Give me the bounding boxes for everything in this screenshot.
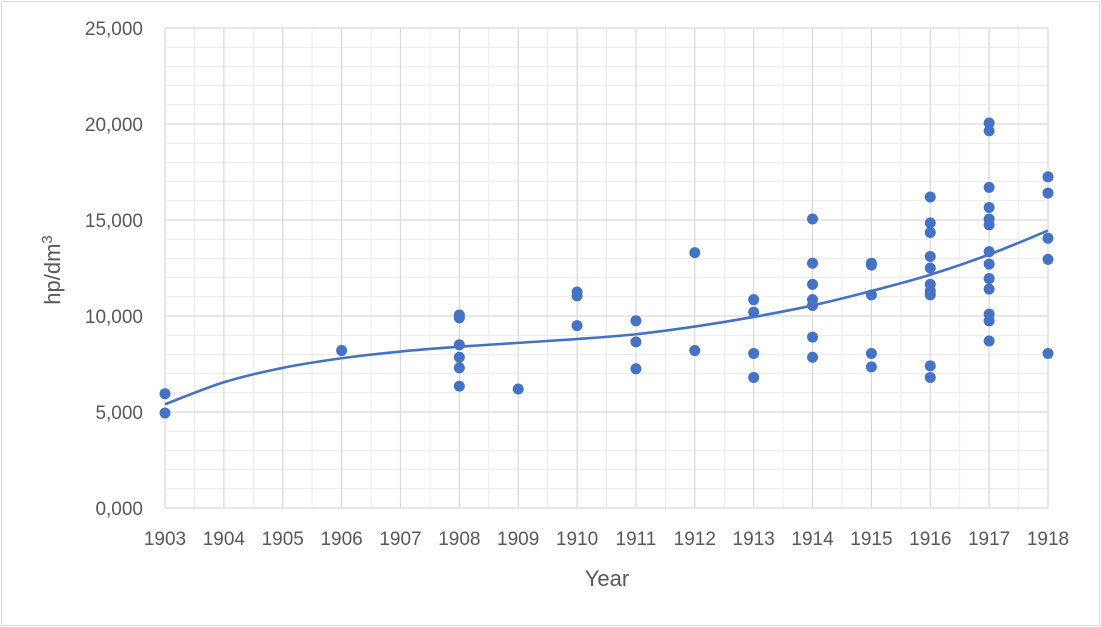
x-tick-label: 1906 bbox=[320, 529, 362, 550]
data-point bbox=[453, 339, 465, 351]
data-point bbox=[924, 371, 936, 383]
x-tick-label: 1907 bbox=[379, 529, 421, 550]
x-tick-label: 1905 bbox=[262, 529, 304, 550]
data-point bbox=[571, 290, 583, 302]
data-point bbox=[865, 259, 877, 271]
y-axis-title-main: hp/dm bbox=[40, 244, 65, 305]
y-tick-label: 25,000 bbox=[85, 19, 143, 40]
x-tick-label: 1915 bbox=[850, 529, 892, 550]
data-point bbox=[630, 315, 642, 327]
y-axis-ticks: 0,000 5,000 10,000 15,000 20,000 25,000 bbox=[85, 19, 143, 520]
y-axis-title-superscript: 3 bbox=[39, 235, 56, 243]
data-point bbox=[807, 213, 819, 225]
data-point bbox=[748, 306, 760, 318]
data-point bbox=[983, 315, 995, 327]
x-tick-label: 1914 bbox=[791, 529, 834, 550]
data-point bbox=[1042, 171, 1054, 183]
data-point bbox=[924, 250, 936, 262]
data-point bbox=[159, 407, 171, 419]
y-tick-label: 15,000 bbox=[85, 211, 143, 232]
x-tick-label: 1904 bbox=[203, 529, 246, 550]
data-point bbox=[453, 351, 465, 363]
data-point bbox=[983, 219, 995, 231]
data-point bbox=[1042, 253, 1054, 265]
x-tick-label: 1903 bbox=[144, 529, 186, 550]
data-point bbox=[865, 347, 877, 359]
y-tick-label: 5,000 bbox=[95, 403, 143, 424]
data-point bbox=[807, 299, 819, 311]
data-point bbox=[983, 258, 995, 270]
data-point bbox=[807, 351, 819, 363]
data-point bbox=[983, 202, 995, 214]
data-point bbox=[453, 312, 465, 324]
data-point bbox=[1042, 187, 1054, 199]
data-point bbox=[983, 181, 995, 193]
data-point bbox=[924, 360, 936, 372]
data-point bbox=[453, 362, 465, 374]
x-tick-label: 1912 bbox=[674, 529, 716, 550]
data-point bbox=[689, 247, 701, 259]
x-tick-label: 1918 bbox=[1027, 529, 1069, 550]
data-point bbox=[630, 336, 642, 348]
data-point bbox=[924, 191, 936, 203]
data-point bbox=[748, 371, 760, 383]
data-point bbox=[807, 278, 819, 290]
y-tick-label: 10,000 bbox=[85, 307, 143, 328]
data-point bbox=[983, 246, 995, 258]
data-point bbox=[924, 226, 936, 238]
data-point bbox=[571, 320, 583, 332]
trendline bbox=[164, 229, 1049, 406]
data-point bbox=[689, 345, 701, 357]
data-points bbox=[159, 117, 1054, 419]
data-point bbox=[807, 257, 819, 269]
data-point bbox=[983, 273, 995, 285]
gridlines bbox=[164, 27, 1049, 509]
data-point bbox=[807, 331, 819, 343]
data-point bbox=[453, 380, 465, 392]
data-point bbox=[512, 383, 524, 395]
data-point bbox=[1042, 232, 1054, 244]
data-point bbox=[159, 388, 171, 400]
y-tick-label: 20,000 bbox=[85, 115, 143, 136]
x-tick-label: 1917 bbox=[968, 529, 1010, 550]
data-point bbox=[924, 262, 936, 274]
data-point bbox=[630, 363, 642, 375]
x-tick-label: 1909 bbox=[497, 529, 539, 550]
data-point bbox=[748, 294, 760, 306]
x-tick-label: 1910 bbox=[556, 529, 598, 550]
x-tick-label: 1916 bbox=[909, 529, 951, 550]
data-point bbox=[865, 289, 877, 301]
y-tick-label: 0,000 bbox=[95, 499, 143, 520]
data-point bbox=[983, 117, 995, 129]
x-tick-label: 1913 bbox=[733, 529, 775, 550]
data-point bbox=[924, 217, 936, 229]
y-axis-title: hp/dm3 bbox=[39, 235, 65, 305]
data-point bbox=[983, 335, 995, 347]
trendline-layer bbox=[164, 229, 1049, 406]
data-point bbox=[1042, 347, 1054, 359]
x-axis-title: Year bbox=[585, 566, 629, 591]
data-point bbox=[336, 345, 348, 357]
x-axis-ticks: 1903 1904 1905 1906 1907 1908 1909 1910 1911 1912… bbox=[144, 529, 1069, 550]
data-point bbox=[983, 125, 995, 137]
x-tick-label: 1911 bbox=[616, 529, 657, 550]
x-tick-label: 1908 bbox=[438, 529, 480, 550]
data-point bbox=[924, 289, 936, 301]
data-point bbox=[983, 283, 995, 295]
data-point bbox=[748, 347, 760, 359]
data-point bbox=[865, 361, 877, 373]
